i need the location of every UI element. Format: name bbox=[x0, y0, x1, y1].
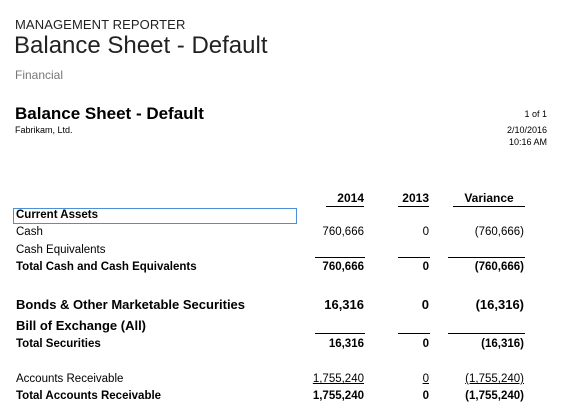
row-label: Bill of Exchange (All) bbox=[16, 318, 147, 333]
subtotal-line bbox=[448, 257, 525, 258]
subtotal-line bbox=[315, 333, 365, 334]
column-header-2014: 2014 bbox=[326, 191, 364, 207]
table-row[interactable]: Bill of Exchange (All) bbox=[0, 318, 562, 336]
value-2014: 1,755,240 bbox=[312, 373, 364, 385]
row-label: Cash bbox=[16, 226, 43, 238]
report-title: Balance Sheet - Default bbox=[15, 104, 204, 123]
table-row[interactable]: Total Securities 16,316 0 (16,316) bbox=[0, 338, 562, 356]
table-row[interactable]: Total Cash and Cash Equivalents 760,666 … bbox=[0, 261, 562, 279]
table-row[interactable]: Accounts Receivable 1,755,240 0 (1,755,2… bbox=[0, 373, 562, 391]
value-2013: 0 bbox=[422, 338, 429, 350]
value-2014: 760,666 bbox=[322, 226, 364, 238]
value-variance: (16,316) bbox=[475, 297, 524, 312]
value-2014: 760,666 bbox=[322, 261, 364, 273]
value-variance: (1,755,240) bbox=[465, 390, 524, 402]
report-date: 2/10/2016 bbox=[506, 125, 547, 135]
subtotal-line bbox=[398, 333, 430, 334]
row-label: Accounts Receivable bbox=[16, 373, 124, 385]
column-header-variance: Variance bbox=[453, 191, 525, 207]
value-2013: 0 bbox=[422, 261, 429, 273]
table-row[interactable]: Cash Equivalents bbox=[0, 244, 562, 262]
subtotal-line bbox=[398, 257, 430, 258]
value-variance: (1,755,240) bbox=[465, 373, 524, 385]
app-name: MANAGEMENT REPORTER bbox=[15, 17, 186, 32]
value-2014: 1,755,240 bbox=[312, 390, 364, 402]
value-2013: 0 bbox=[422, 226, 429, 238]
report-category: Financial bbox=[15, 68, 64, 82]
page-number: 1 of 1 bbox=[524, 109, 547, 119]
table-row[interactable]: Total Accounts Receivable 1,755,240 0 (1… bbox=[0, 390, 562, 408]
value-variance: (760,666) bbox=[474, 226, 524, 238]
row-label: Cash Equivalents bbox=[16, 244, 106, 256]
row-label: Current Assets bbox=[16, 209, 99, 221]
table-row[interactable]: Bonds & Other Marketable Securities 16,3… bbox=[0, 297, 562, 315]
value-variance: (16,316) bbox=[481, 338, 524, 350]
value-variance: (760,666) bbox=[474, 261, 524, 273]
column-header-2013: 2013 bbox=[398, 191, 429, 207]
report-time: 10:16 AM bbox=[508, 137, 547, 147]
value-2013: 0 bbox=[421, 297, 429, 312]
row-label: Total Cash and Cash Equivalents bbox=[16, 261, 197, 273]
subtotal-line bbox=[448, 333, 525, 334]
row-label: Bonds & Other Marketable Securities bbox=[16, 297, 246, 312]
table-row[interactable]: Current Assets bbox=[0, 209, 562, 227]
company-name: Fabrikam, Ltd. bbox=[15, 125, 73, 135]
table-row[interactable]: Cash 760,666 0 (760,666) bbox=[0, 226, 562, 244]
subtotal-line bbox=[315, 257, 365, 258]
row-label: Total Securities bbox=[16, 338, 101, 350]
row-label: Total Accounts Receivable bbox=[16, 390, 162, 402]
selected-cell[interactable] bbox=[13, 208, 297, 224]
value-2013: 0 bbox=[422, 373, 429, 385]
value-2014: 16,316 bbox=[328, 338, 364, 350]
page-title: Balance Sheet - Default bbox=[14, 32, 268, 59]
value-2014: 16,316 bbox=[324, 297, 364, 312]
value-2013: 0 bbox=[422, 390, 429, 402]
